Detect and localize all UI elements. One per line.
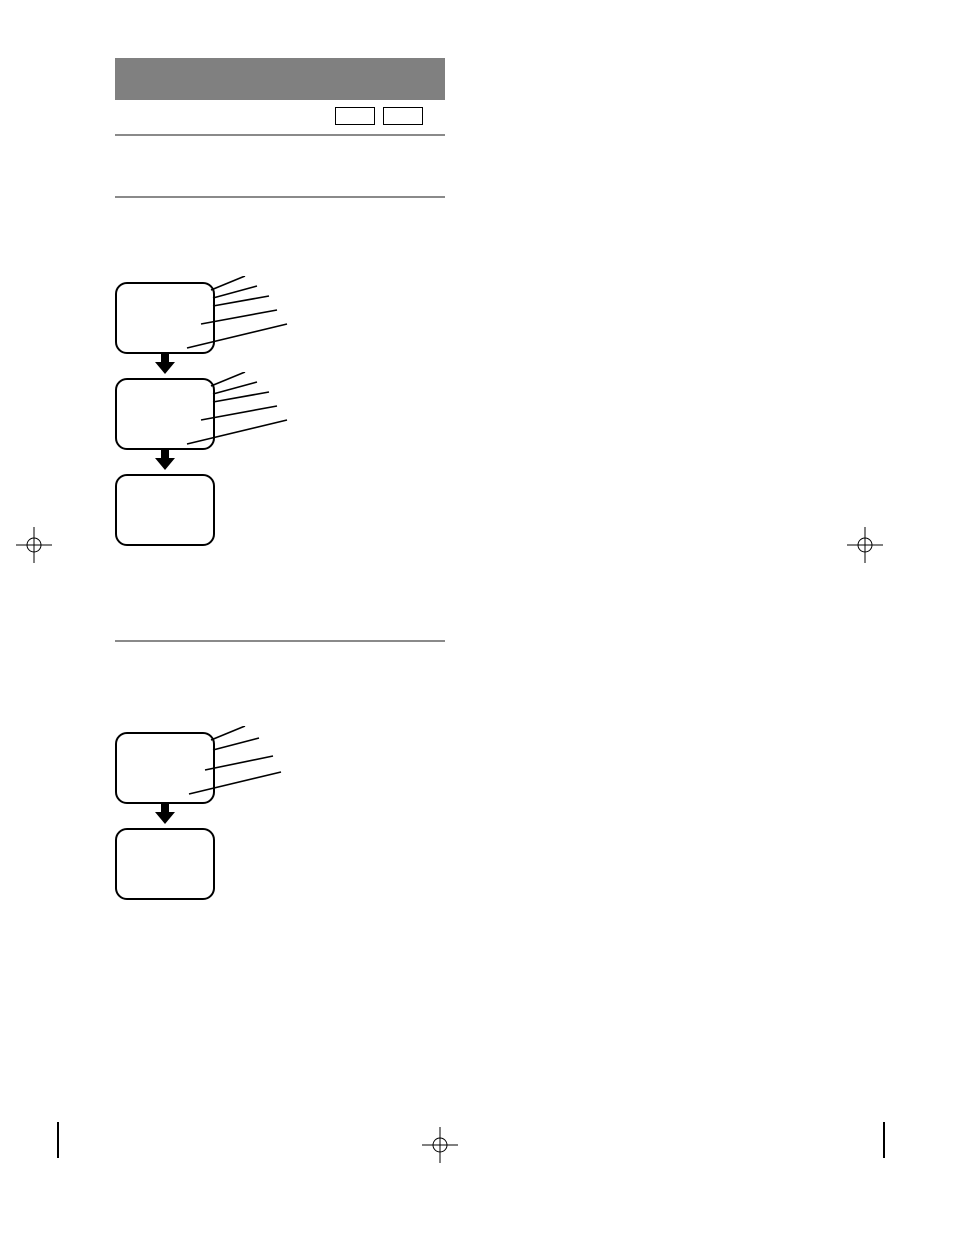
crop-mark-bottom-left <box>28 1122 78 1172</box>
spacer <box>115 546 445 636</box>
flow-section-1 <box>115 282 445 546</box>
flow-box <box>115 732 215 804</box>
flow-arrow <box>115 450 215 474</box>
flow-arrow <box>115 354 215 378</box>
flow-section-2 <box>115 732 445 900</box>
leader-lines <box>177 276 357 366</box>
divider <box>115 134 445 136</box>
flow-box <box>115 282 215 354</box>
header-banner <box>115 58 445 100</box>
page <box>0 0 954 1235</box>
registration-mark-right <box>847 527 883 563</box>
crop-mark-bottom-right <box>870 1122 920 1172</box>
button-1[interactable] <box>335 107 375 125</box>
flow-arrow <box>115 804 215 828</box>
registration-mark-bottom <box>422 1127 458 1163</box>
divider <box>115 640 445 642</box>
flow-box <box>115 474 215 546</box>
registration-mark-left <box>16 527 52 563</box>
leader-lines <box>177 726 357 816</box>
content-column <box>115 58 445 900</box>
divider <box>115 196 445 198</box>
flow-box <box>115 828 215 900</box>
spacer <box>115 646 445 732</box>
leader-lines <box>177 372 357 462</box>
button-row <box>115 100 445 130</box>
button-2[interactable] <box>383 107 423 125</box>
crop-mark-bottom-left-h <box>20 1158 70 1162</box>
spacer <box>115 140 445 192</box>
spacer <box>115 202 445 282</box>
flow-box <box>115 378 215 450</box>
